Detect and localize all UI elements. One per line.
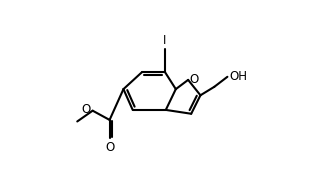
Text: O: O <box>190 73 199 86</box>
Text: OH: OH <box>229 70 247 83</box>
Text: O: O <box>82 103 91 116</box>
Text: I: I <box>163 34 167 47</box>
Text: O: O <box>105 142 114 155</box>
